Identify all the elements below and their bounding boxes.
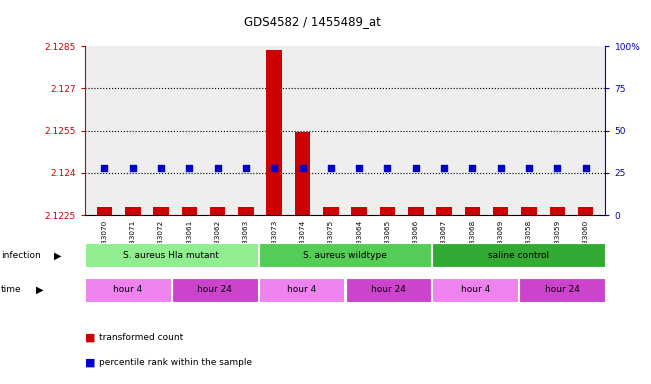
- Point: [156, 165, 166, 171]
- Text: ■: ■: [85, 333, 95, 343]
- Bar: [266, 50, 282, 215]
- Point: [382, 165, 393, 171]
- Point: [269, 165, 279, 171]
- Text: saline control: saline control: [488, 251, 549, 260]
- Text: time: time: [1, 285, 21, 295]
- Point: [212, 165, 223, 171]
- Point: [439, 165, 449, 171]
- Text: infection: infection: [1, 251, 40, 260]
- Bar: [493, 207, 508, 215]
- Point: [552, 165, 562, 171]
- Bar: [380, 207, 395, 215]
- Bar: [436, 207, 452, 215]
- Point: [298, 165, 308, 171]
- Bar: [172, 278, 258, 302]
- Bar: [210, 207, 225, 215]
- Bar: [346, 278, 431, 302]
- Point: [354, 165, 365, 171]
- Bar: [408, 207, 424, 215]
- Point: [411, 165, 421, 171]
- Point: [241, 165, 251, 171]
- Point: [495, 165, 506, 171]
- Point: [467, 165, 478, 171]
- Point: [184, 165, 195, 171]
- Text: hour 24: hour 24: [545, 285, 579, 295]
- Text: hour 4: hour 4: [287, 285, 316, 295]
- Bar: [153, 207, 169, 215]
- Text: ▶: ▶: [54, 250, 62, 260]
- Text: ▶: ▶: [36, 285, 44, 295]
- Bar: [432, 278, 518, 302]
- Point: [524, 165, 534, 171]
- Bar: [352, 207, 367, 215]
- Bar: [465, 207, 480, 215]
- Point: [581, 165, 591, 171]
- Text: percentile rank within the sample: percentile rank within the sample: [99, 358, 252, 367]
- Text: GDS4582 / 1455489_at: GDS4582 / 1455489_at: [244, 15, 381, 28]
- Bar: [323, 207, 339, 215]
- Bar: [182, 207, 197, 215]
- Text: S. aureus Hla mutant: S. aureus Hla mutant: [124, 251, 219, 260]
- Bar: [432, 243, 605, 268]
- Bar: [85, 243, 258, 268]
- Text: transformed count: transformed count: [99, 333, 183, 343]
- Text: hour 4: hour 4: [461, 285, 490, 295]
- Bar: [521, 207, 537, 215]
- Bar: [259, 243, 431, 268]
- Bar: [85, 278, 171, 302]
- Bar: [125, 207, 141, 215]
- Bar: [295, 132, 311, 215]
- Bar: [549, 207, 565, 215]
- Point: [326, 165, 336, 171]
- Text: hour 24: hour 24: [197, 285, 232, 295]
- Bar: [96, 207, 112, 215]
- Bar: [238, 207, 254, 215]
- Point: [128, 165, 138, 171]
- Bar: [259, 278, 344, 302]
- Point: [99, 165, 109, 171]
- Text: ■: ■: [85, 358, 95, 368]
- Bar: [519, 278, 605, 302]
- Text: hour 4: hour 4: [113, 285, 143, 295]
- Bar: [578, 207, 594, 215]
- Text: hour 24: hour 24: [371, 285, 406, 295]
- Text: S. aureus wildtype: S. aureus wildtype: [303, 251, 387, 260]
